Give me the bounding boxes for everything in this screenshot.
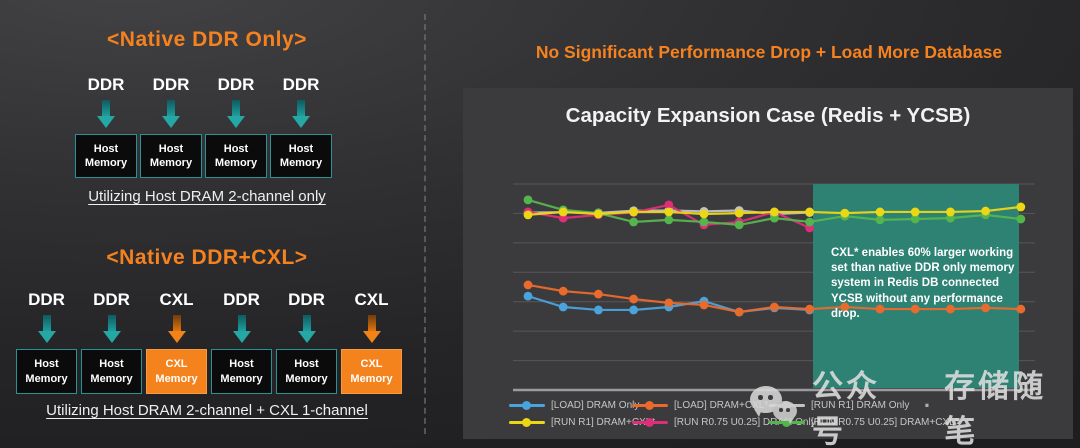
ddr-channel: DDR Host Memory	[75, 76, 137, 178]
ddr-channel-label: DDR	[217, 75, 255, 94]
down-arrow-icon	[232, 315, 251, 343]
cxl-channel-label: CXL	[354, 290, 389, 309]
native-ddr-cxl-title: <Native DDR+CXL>	[106, 246, 308, 269]
legend-item: [LOAD] DRAM Only	[509, 399, 639, 411]
chart-annotation: CXL* enables 60% larger working set than…	[831, 247, 1015, 320]
ddr-channel-label: DDR	[28, 290, 65, 309]
down-arrow-icon	[297, 315, 316, 343]
vertical-divider	[424, 14, 426, 434]
cxl-channel: CXL CXL Memory	[146, 291, 207, 394]
chart-panel: Capacity Expansion Case (Redis + YCSB) C…	[463, 88, 1073, 439]
watermark-text: 公众号	[812, 369, 880, 448]
native-ddr-only-title: <Native DDR Only>	[107, 28, 307, 51]
down-arrow-icon	[162, 100, 180, 128]
host-memory-box: Host Memory	[270, 134, 332, 178]
ddr-channel: DDR Host Memory	[140, 76, 202, 178]
native-ddr-only-caption: Utilizing Host DRAM 2-channel only	[88, 188, 326, 205]
cxl-channel-label: CXL	[159, 290, 194, 309]
legend-label: [RUN R0.75 U0.25] DRAM Only	[674, 416, 816, 428]
ddr-channel: DDR Host Memory	[270, 76, 332, 178]
down-arrow-icon	[292, 100, 310, 128]
ddr-channel-label: DDR	[288, 290, 325, 309]
ddr-channel-label: DDR	[223, 290, 260, 309]
chart-title: Capacity Expansion Case (Redis + YCSB)	[565, 104, 971, 127]
host-memory-box: Host Memory	[276, 349, 337, 394]
headline: No Significant Performance Drop + Load M…	[535, 42, 1003, 62]
legend-item: [RUN R0.75 U0.25] DRAM Only	[632, 416, 816, 428]
ddr-channel: DDR Host Memory	[211, 291, 272, 394]
wechat-icon	[748, 383, 802, 429]
host-memory-box: Host Memory	[81, 349, 142, 394]
legend-label: [RUN R1] DRAM+CXL*	[551, 416, 656, 428]
legend-label: [RUN R1] DRAM Only	[811, 399, 910, 411]
host-memory-box: Host Memory	[75, 134, 137, 178]
cxl-memory-box: CXL Memory	[146, 349, 207, 394]
down-arrow-icon	[227, 100, 245, 128]
native-ddr-only-diagram: DDR Host Memory DDR Host Memory DDR Host…	[75, 76, 332, 178]
down-arrow-icon	[167, 315, 186, 343]
native-ddr-cxl-caption: Utilizing Host DRAM 2-channel + CXL 1-ch…	[46, 402, 368, 419]
watermark: 公众号 · 存储随笔	[748, 369, 1080, 448]
host-memory-box: Host Memory	[140, 134, 202, 178]
down-arrow-icon	[102, 315, 121, 343]
cxl-memory-box: CXL Memory	[341, 349, 402, 394]
down-arrow-icon	[362, 315, 381, 343]
down-arrow-icon	[97, 100, 115, 128]
native-ddr-cxl-diagram: DDR Host Memory DDR Host Memory CXL CXL …	[16, 291, 402, 394]
legend-swatch-icon	[509, 400, 545, 410]
legend-swatch-icon	[632, 400, 668, 410]
ddr-channel-label: DDR	[93, 290, 130, 309]
legend-item: [RUN R1] DRAM+CXL*	[509, 416, 655, 428]
host-memory-box: Host Memory	[211, 349, 272, 394]
legend-item: [LOAD] DRAM+CXL*	[632, 399, 768, 411]
host-memory-box: Host Memory	[205, 134, 267, 178]
watermark-separator: ·	[923, 393, 935, 418]
ddr-channel: DDR Host Memory	[81, 291, 142, 394]
legend-swatch-icon	[509, 417, 545, 427]
down-arrow-icon	[37, 315, 56, 343]
legend-label: [LOAD] DRAM Only	[551, 399, 640, 411]
watermark-text: 存储随笔	[944, 369, 1047, 448]
ddr-channel-label: DDR	[152, 75, 190, 94]
ddr-channel-label: DDR	[282, 75, 320, 94]
ddr-channel: DDR Host Memory	[16, 291, 77, 394]
host-memory-box: Host Memory	[16, 349, 77, 394]
cxl-channel: CXL CXL Memory	[341, 291, 402, 394]
ddr-channel-label: DDR	[87, 75, 125, 94]
ddr-channel: DDR Host Memory	[276, 291, 337, 394]
ddr-channel: DDR Host Memory	[205, 76, 267, 178]
legend-label: [RUN R0.75 U0.25] DRAM+CXL*	[811, 416, 959, 428]
legend-swatch-icon	[632, 417, 668, 427]
legend-label: [LOAD] DRAM+CXL*	[674, 399, 769, 411]
